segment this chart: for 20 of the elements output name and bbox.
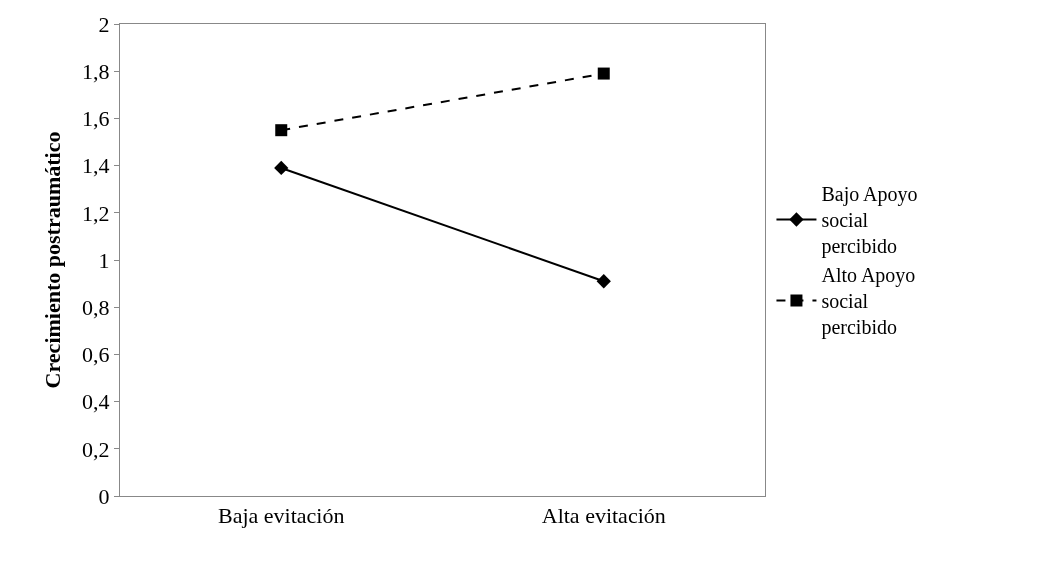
y-tick-label: 0,8	[82, 294, 110, 320]
y-tick-label: 0	[98, 483, 110, 509]
point	[275, 124, 288, 137]
y-tick-label: 1,4	[82, 153, 110, 179]
point	[274, 160, 289, 176]
legend-label: Bajo Apoyo social percibido	[821, 183, 918, 259]
y-tick-label: 1,2	[82, 200, 110, 226]
legend-label: Alto Apoyo social percibido	[821, 264, 916, 340]
y-tick-label: 0,6	[82, 342, 110, 368]
point	[597, 67, 610, 80]
y-tick-label: 1,6	[82, 106, 110, 132]
y-axis-title: Crecimiento postraumático	[39, 131, 65, 389]
x-tick-label: Alta evitación	[541, 503, 666, 529]
y-tick-label: 1	[98, 247, 110, 273]
y-tick-label: 0,2	[82, 436, 110, 462]
point	[596, 274, 611, 289]
y-tick-label: 1,8	[82, 58, 110, 84]
x-tick-label: Baja evitación	[218, 503, 345, 529]
y-tick-label: 2	[98, 11, 110, 37]
y-tick-label: 0,4	[82, 389, 110, 415]
